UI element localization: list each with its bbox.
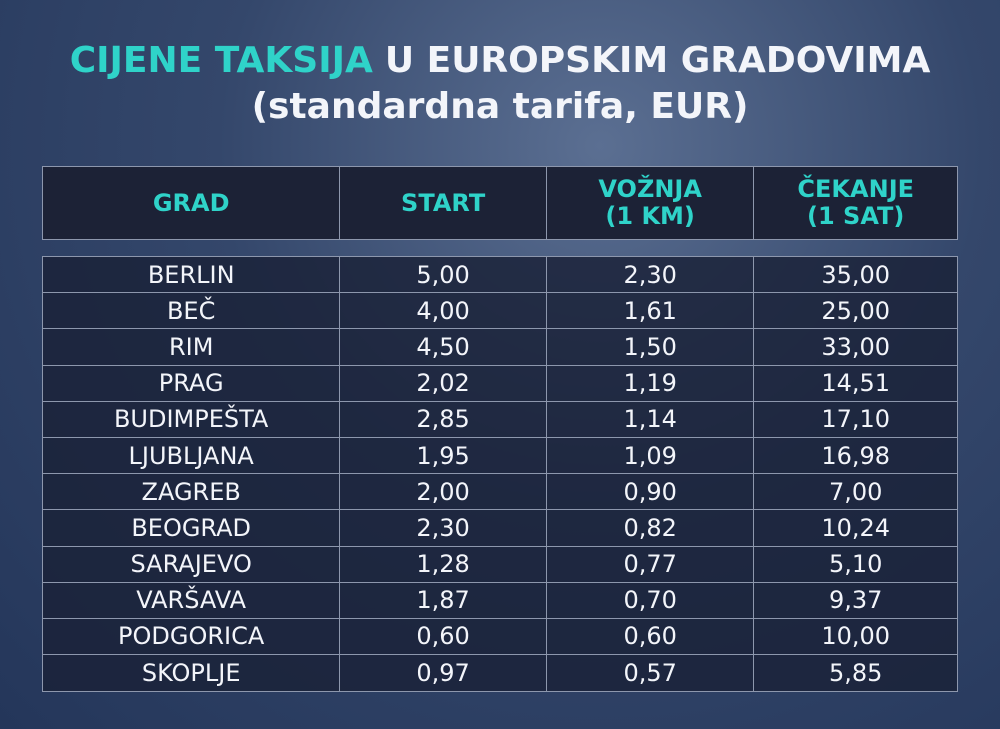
price-cell: 1,09 <box>547 437 755 474</box>
table-row: BEČ 4,00 1,61 25,00 <box>43 293 957 330</box>
city-cell: BEOGRAD <box>43 510 341 546</box>
price-cell: 2,02 <box>340 365 547 401</box>
price-cell: 0,77 <box>547 546 755 582</box>
header-line: (1 KM) <box>605 202 695 230</box>
price-cell: 25,00 <box>821 296 891 325</box>
table-body: BERLIN 5,00 2,30 35,00 BEČ 4,00 1,61 25,00 RIM 4,… <box>42 256 958 693</box>
price-cell: 5,85 <box>829 659 883 688</box>
price-cell: 5,00 <box>340 257 547 293</box>
price-cell: 2,30 <box>340 510 547 546</box>
price-cell: 1,14 <box>547 401 755 437</box>
price-cell: 0,57 <box>547 655 755 692</box>
subtitle: (standardna tarifa, EUR) <box>251 86 749 127</box>
price-cell: 1,28 <box>340 546 547 582</box>
header-line: START <box>401 188 486 217</box>
city-cell: SARAJEVO <box>43 546 341 582</box>
city-cell: BEČ <box>43 293 341 329</box>
table-row: SKOPLJE 0,97 0,57 5,85 <box>43 655 957 692</box>
header-line: (1 SAT) <box>807 202 905 230</box>
price-cell: 0,60 <box>340 618 547 655</box>
city-cell: BERLIN <box>43 257 341 293</box>
table-row: RIM 4,50 1,50 33,00 <box>43 329 957 366</box>
column-header: GRAD <box>43 167 341 239</box>
price-cell: 4,00 <box>340 293 547 329</box>
city-cell: RIM <box>43 329 341 365</box>
table-row: BEOGRAD 2,30 0,82 10,24 <box>43 510 957 547</box>
table-row: PRAG 2,02 1,19 14,51 <box>43 365 957 402</box>
price-cell: 33,00 <box>821 332 891 361</box>
price-cell: 10,24 <box>821 513 891 542</box>
price-cell: 4,50 <box>340 329 547 365</box>
header-line: VOŽNJA <box>598 175 702 203</box>
column-header: ČEKANJE (1 SAT) <box>754 167 957 239</box>
city-cell: BUDIMPEŠTA <box>43 401 341 437</box>
city-cell: LJUBLJANA <box>43 437 341 474</box>
price-cell: 1,61 <box>547 293 755 329</box>
price-cell: 35,00 <box>821 260 891 289</box>
table-row: PODGORICA 0,60 0,60 10,00 <box>43 618 957 656</box>
price-cell: 1,19 <box>547 365 755 401</box>
title: CIJENE TAKSIJA U EUROPSKIM GRADOVIMA (sta… <box>0 38 1000 130</box>
price-cell: 0,82 <box>547 510 755 546</box>
price-cell: 16,98 <box>821 441 891 470</box>
price-cell: 1,50 <box>547 329 755 365</box>
city-cell: SKOPLJE <box>43 655 341 692</box>
column-header: VOŽNJA (1 KM) <box>547 167 755 239</box>
city-cell: PRAG <box>43 365 341 401</box>
price-cell: 1,95 <box>340 437 547 474</box>
table-row: LJUBLJANA 1,95 1,09 16,98 <box>43 437 957 475</box>
price-cell: 0,90 <box>547 474 755 510</box>
title-line: CIJENE TAKSIJA U EUROPSKIM GRADOVIMA <box>0 38 1000 84</box>
title-highlight: CIJENE TAKSIJA <box>69 40 373 81</box>
city-cell: PODGORICA <box>43 618 341 655</box>
city-cell: VARŠAVA <box>43 582 341 618</box>
table-row: BUDIMPEŠTA 2,85 1,14 17,10 <box>43 401 957 438</box>
price-cell: 14,51 <box>821 369 891 398</box>
price-cell: 10,00 <box>821 622 891 651</box>
price-cell: 0,70 <box>547 582 755 618</box>
table-row: SARAJEVO 1,28 0,77 5,10 <box>43 546 957 583</box>
header-line: ČEKANJE <box>797 175 915 203</box>
price-cell: 5,10 <box>829 550 883 579</box>
title-rest: U EUROPSKIM GRADOVIMA <box>384 40 931 81</box>
price-cell: 1,87 <box>340 582 547 618</box>
table-row: VARŠAVA 1,87 0,70 9,37 <box>43 582 957 619</box>
price-cell: 2,30 <box>547 257 755 293</box>
price-cell: 0,60 <box>547 618 755 655</box>
price-cell: 7,00 <box>829 477 883 506</box>
column-header: START <box>340 167 547 239</box>
city-cell: ZAGREB <box>43 474 341 510</box>
table-row: BERLIN 5,00 2,30 35,00 <box>43 257 957 294</box>
price-cell: 0,97 <box>340 655 547 692</box>
price-cell: 2,85 <box>340 401 547 437</box>
table-header: GRAD START VOŽNJA (1 KM) ČEKANJE (1 SAT) <box>42 166 958 240</box>
price-cell: 2,00 <box>340 474 547 510</box>
table-row: ZAGREB 2,00 0,90 7,00 <box>43 474 957 511</box>
price-cell: 9,37 <box>829 586 883 615</box>
header-line: GRAD <box>152 188 230 217</box>
price-cell: 17,10 <box>821 405 891 434</box>
